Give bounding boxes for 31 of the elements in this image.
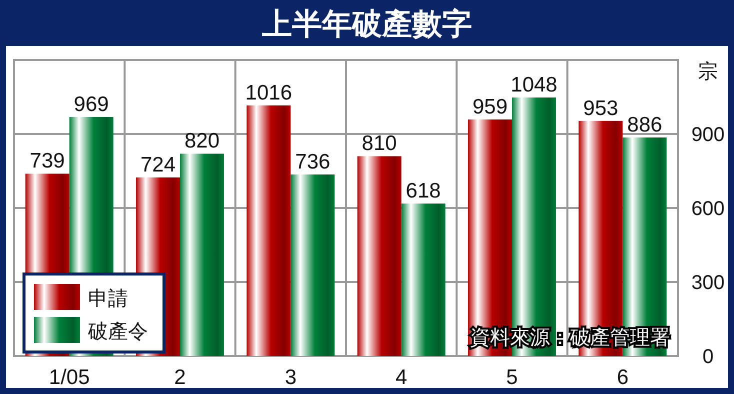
y-tick-label: 900 [691,124,725,146]
x-tick-label: 4 [395,366,408,389]
bar [246,105,291,356]
data-label: 953 [583,96,618,120]
legend-label: 申請 [88,288,128,310]
legend-label: 破產令 [87,321,148,343]
x-tick-label: 1/05 [48,366,90,389]
y-tick-label: 0 [702,346,714,368]
x-tick-label: 3 [284,366,297,389]
data-label: 969 [74,92,109,116]
x-tick-label: 2 [174,366,186,389]
data-label: 810 [362,132,397,156]
y-tick-label: 300 [691,272,725,294]
data-label: 820 [184,130,220,153]
x-tick-label: 6 [616,366,629,389]
x-tick-label: 5 [506,366,518,389]
data-label: 1048 [510,73,558,96]
y-axis-title: 宗 [698,60,718,83]
bar [180,154,224,356]
chart-title: 上半年破產數字 [261,7,472,42]
y-tick-label: 600 [691,198,725,220]
data-label: 618 [406,180,441,203]
data-label: 736 [295,150,330,174]
data-label: 959 [472,95,508,118]
data-label: 886 [627,113,662,136]
bar [357,156,402,356]
bar [290,174,335,356]
data-label: 1016 [245,81,292,104]
data-label: 739 [30,150,65,173]
data-label: 724 [140,153,176,176]
bar [401,204,446,356]
